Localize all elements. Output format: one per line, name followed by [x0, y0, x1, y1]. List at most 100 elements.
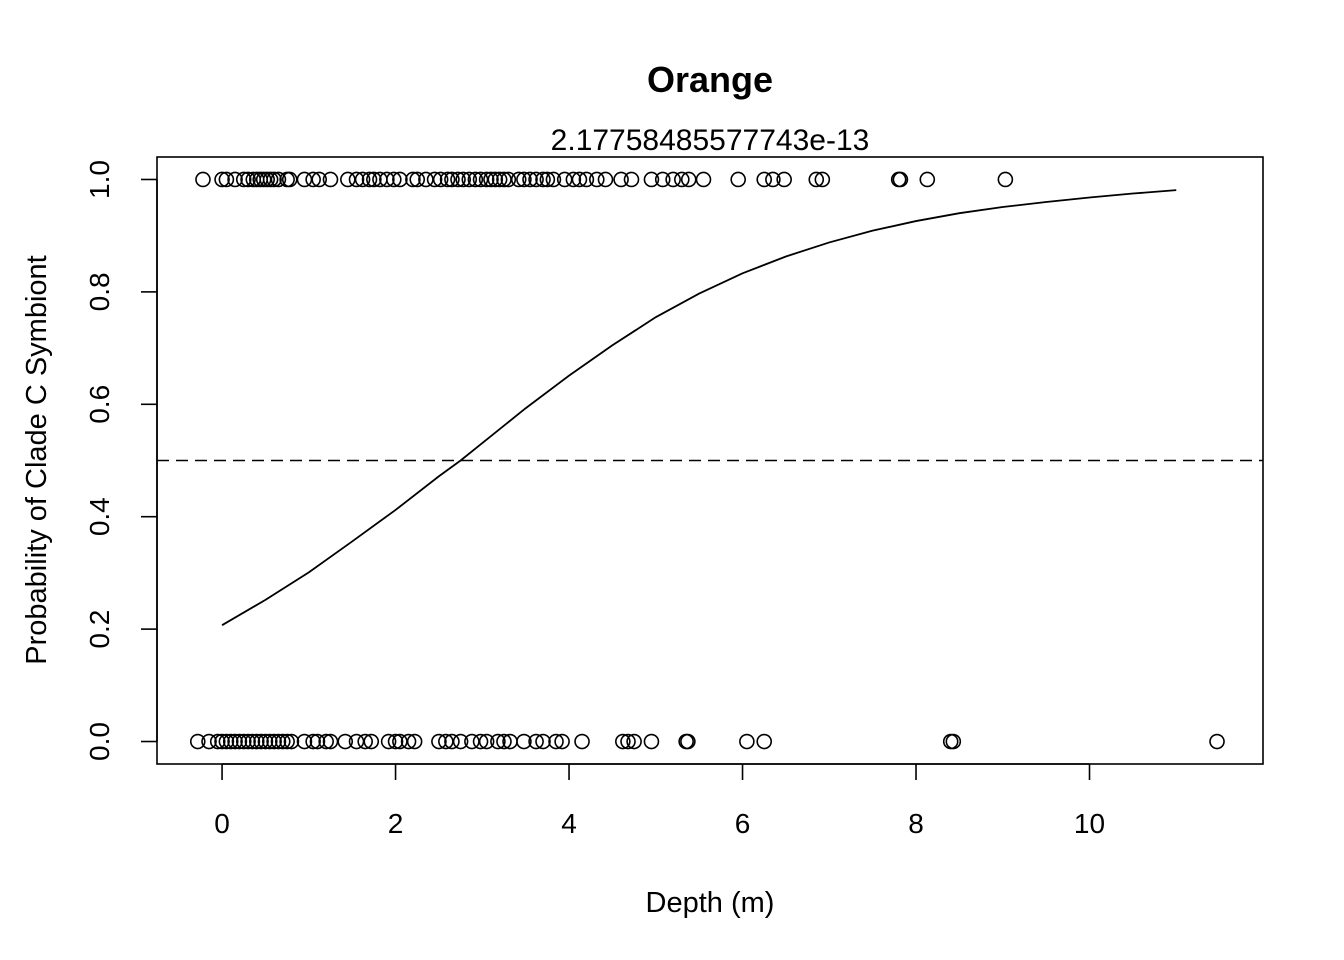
data-point	[528, 171, 544, 188]
x-tick-label: 4	[561, 808, 577, 839]
x-axis: 0 2 4 6 8 10	[214, 763, 1105, 839]
data-point	[296, 171, 313, 188]
data-point	[231, 733, 248, 750]
data-point	[406, 733, 423, 750]
data-point	[259, 171, 275, 188]
y-tick-label: 0.8	[84, 272, 115, 311]
data-point	[776, 171, 792, 188]
data-point	[615, 733, 631, 750]
data-point	[431, 733, 447, 750]
data-point	[945, 733, 962, 750]
data-point	[739, 733, 755, 750]
data-point	[240, 733, 256, 750]
data-point	[756, 171, 773, 188]
fitted-curve	[221, 189, 1177, 626]
data-point	[439, 171, 456, 188]
x-tick-label: 2	[388, 808, 404, 839]
x-axis-label: Depth (m)	[646, 887, 775, 919]
data-point	[623, 171, 640, 188]
data-point	[490, 733, 506, 750]
data-point	[240, 171, 256, 188]
y-tick-label: 0.2	[84, 610, 115, 649]
data-point	[279, 733, 295, 750]
data-point	[322, 171, 339, 188]
data-point	[455, 171, 472, 188]
data-point	[450, 171, 466, 188]
data-point	[483, 171, 499, 188]
data-point	[235, 733, 252, 750]
data-point	[452, 733, 469, 750]
data-point	[574, 733, 590, 750]
data-point	[478, 171, 495, 188]
data-point	[274, 733, 291, 750]
data-point	[461, 171, 478, 188]
data-point	[620, 733, 636, 750]
data-point	[405, 171, 421, 188]
data-point	[366, 171, 382, 188]
data-point	[578, 171, 595, 188]
data-point	[665, 171, 681, 188]
data-points	[189, 171, 1225, 750]
chart-subtitle: 2.17758485577743e-13	[551, 124, 870, 157]
y-tick-label: 0.6	[84, 385, 115, 424]
data-point	[201, 733, 217, 750]
data-point	[418, 171, 434, 188]
data-point	[270, 171, 287, 188]
data-point	[997, 171, 1014, 188]
data-point	[266, 733, 282, 750]
data-point	[262, 171, 279, 188]
y-axis: 0.0 0.2 0.4 0.6 0.8 1.0	[84, 160, 158, 761]
data-point	[227, 171, 243, 188]
data-point	[189, 733, 206, 750]
y-tick-label: 0.4	[84, 497, 115, 536]
data-point	[218, 733, 235, 750]
data-point	[528, 733, 544, 750]
data-point	[305, 171, 321, 188]
data-point	[613, 171, 629, 188]
data-point	[500, 171, 517, 188]
data-point	[432, 171, 449, 188]
data-point	[309, 733, 326, 750]
x-tick-label: 6	[735, 808, 751, 839]
data-point	[487, 171, 504, 188]
data-point	[472, 733, 489, 750]
data-point	[1209, 733, 1225, 750]
data-point	[548, 733, 564, 750]
data-point	[808, 171, 825, 188]
data-point	[467, 171, 484, 188]
data-point	[539, 171, 556, 188]
data-point	[266, 171, 282, 188]
data-point	[340, 171, 356, 188]
data-point	[756, 733, 773, 750]
data-point	[348, 171, 365, 188]
data-point	[409, 171, 426, 188]
data-point	[814, 171, 831, 188]
data-point	[296, 733, 313, 750]
data-point	[261, 733, 278, 750]
data-point	[270, 733, 287, 750]
data-point	[218, 171, 235, 188]
data-point	[554, 733, 570, 750]
data-point	[235, 171, 252, 188]
data-point	[571, 171, 588, 188]
data-point	[426, 171, 443, 188]
data-point	[392, 171, 408, 188]
data-point	[535, 733, 551, 750]
data-point	[214, 171, 230, 188]
data-point	[643, 733, 660, 750]
data-point	[318, 733, 334, 750]
data-point	[654, 171, 671, 188]
data-point	[588, 171, 605, 188]
data-point	[227, 733, 243, 750]
data-point	[444, 171, 460, 188]
y-tick-label: 0.0	[84, 722, 115, 761]
data-point	[222, 733, 239, 750]
data-point	[257, 733, 274, 750]
data-point	[248, 733, 265, 750]
data-point	[214, 733, 230, 750]
y-axis-label: Probability of Clade C Symbiont	[21, 255, 53, 664]
data-point	[522, 171, 538, 188]
data-point	[354, 171, 371, 188]
data-point	[253, 733, 269, 750]
